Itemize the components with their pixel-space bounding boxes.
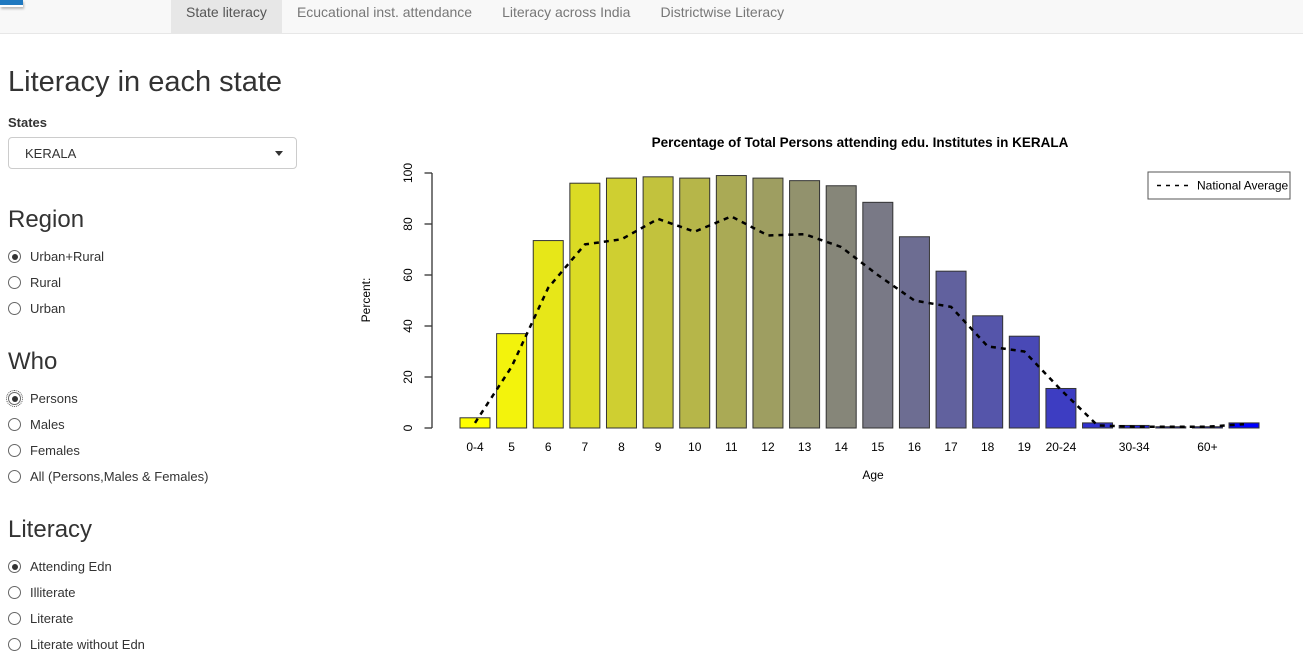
radio-illiterate[interactable]: Illiterate (8, 585, 318, 600)
radio-button-icon[interactable] (8, 250, 21, 264)
radio-label: Females (30, 443, 80, 459)
x-tick-label: 11 (725, 440, 738, 454)
radio-label: Males (30, 417, 65, 433)
radio-persons[interactable]: Persons (6, 390, 318, 408)
radio-label: Persons (30, 391, 78, 407)
radio-button-icon[interactable] (8, 560, 21, 574)
states-select[interactable]: KERALA (8, 137, 297, 170)
chart-bar (752, 177, 784, 429)
chart: Percentage of Total Persons attending ed… (359, 135, 1291, 482)
chart-bar (935, 270, 967, 429)
chart-bar (496, 333, 528, 429)
group-heading-literacy: Literacy (8, 516, 93, 544)
radio-literate-without-edn[interactable]: Literate without Edn (8, 637, 318, 652)
radio-label: Rural (30, 275, 62, 291)
chart-bar (1082, 422, 1114, 429)
radio-label: All (Persons,Males & Females) (30, 469, 209, 485)
radio-rural[interactable]: Rural (8, 275, 318, 290)
radio-urban[interactable]: Urban (8, 301, 318, 316)
x-tick-label: 30-34 (1119, 440, 1150, 454)
y-tick-label: 80 (401, 217, 415, 231)
chart-bar (789, 180, 821, 429)
y-tick-label: 0 (401, 424, 415, 431)
chart-title: Percentage of Total Persons attending ed… (652, 135, 1069, 150)
x-tick-label: 10 (688, 440, 702, 454)
x-tick-label: 20-24 (1046, 440, 1077, 454)
radio-button-icon[interactable] (6, 390, 23, 408)
legend-label: National Average (1197, 179, 1289, 193)
group-heading-region: Region (8, 206, 85, 234)
y-tick-label: 60 (401, 268, 415, 282)
radio-button-icon[interactable] (8, 276, 21, 290)
chevron-down-icon (275, 150, 283, 156)
radio-all-persons-males-females[interactable]: All (Persons,Males & Females) (8, 469, 318, 484)
x-axis-label: Age (862, 468, 884, 482)
chart-bar (825, 185, 857, 429)
radio-button-icon[interactable] (8, 638, 21, 652)
tab-districtwise-literacy[interactable]: Districtwise Literacy (660, 4, 785, 20)
radio-button-icon[interactable] (8, 418, 21, 432)
chart-bar (605, 177, 637, 429)
x-tick-label: 17 (944, 440, 958, 454)
radio-button-icon[interactable] (8, 586, 21, 600)
y-tick-label: 40 (401, 319, 415, 333)
x-tick-label: 16 (908, 440, 922, 454)
navbar-tabs: State literacy Ecucational inst. attendan… (171, 0, 799, 33)
page-title: Literacy in each state (8, 66, 283, 98)
radio-label: Literate (30, 611, 74, 627)
chart-bar (898, 236, 930, 429)
tab-ecucational-inst-attendance[interactable]: Ecucational inst. attendance (296, 4, 473, 20)
browser-fragment-icon (0, 0, 23, 7)
x-tick-label: 0-4 (466, 440, 484, 454)
navbar: State literacy Ecucational inst. attendan… (0, 0, 1303, 34)
radio-label: Literate without Edn (30, 637, 145, 653)
radio-urban-rural[interactable]: Urban+Rural (8, 249, 318, 264)
x-tick-label: 18 (981, 440, 995, 454)
chart-bar (972, 315, 1004, 429)
chart-bar (679, 177, 711, 429)
radio-females[interactable]: Females (8, 443, 318, 458)
radio-males[interactable]: Males (8, 417, 318, 432)
x-tick-label: 13 (798, 440, 812, 454)
group-heading-who: Who (8, 348, 58, 376)
states-select-value: KERALA (25, 145, 77, 161)
x-tick-label: 7 (582, 440, 589, 454)
chart-bar (1191, 426, 1223, 429)
states-label: States (8, 115, 48, 131)
x-tick-label: 5 (508, 440, 515, 454)
radio-attending-edn[interactable]: Attending Edn (8, 559, 318, 574)
tab-literacy-across-india[interactable]: Literacy across India (502, 4, 631, 20)
radio-label: Illiterate (30, 585, 76, 601)
chart-output: Percentage of Total Persons attending ed… (355, 128, 1303, 496)
chart-bar (715, 175, 747, 429)
x-tick-label: 6 (545, 440, 552, 454)
chart-bar (1045, 387, 1077, 429)
radio-literate[interactable]: Literate (8, 611, 318, 626)
x-tick-label: 12 (761, 440, 775, 454)
x-tick-label: 9 (655, 440, 662, 454)
radio-label: Urban+Rural (30, 249, 105, 265)
y-tick-label: 20 (401, 370, 415, 384)
tab-state-literacy[interactable]: State literacy (171, 0, 282, 33)
radio-button-icon[interactable] (8, 470, 21, 484)
chart-bar (862, 201, 894, 429)
chart-bar (569, 182, 601, 429)
radio-button-icon[interactable] (8, 302, 21, 316)
y-tick-label: 100 (401, 163, 415, 183)
y-axis-label: Percent: (359, 278, 373, 323)
radio-button-icon[interactable] (8, 444, 21, 458)
legend-box (1147, 171, 1291, 200)
radio-label: Attending Edn (30, 559, 112, 575)
radio-label: Urban (30, 301, 66, 317)
x-tick-label: 8 (618, 440, 625, 454)
x-tick-label: 15 (871, 440, 885, 454)
x-tick-label: 14 (835, 440, 849, 454)
radio-button-icon[interactable] (8, 612, 21, 626)
x-tick-label: 60+ (1197, 440, 1217, 454)
x-tick-label: 19 (1018, 440, 1032, 454)
sidebar: Literacy in each state States KERALA Reg… (6, 66, 318, 663)
sidebar-groups: Region Urban+Rural Rural Urban Who Persons Mal… (6, 206, 318, 652)
chart-bar (532, 240, 564, 429)
chart-bar (642, 176, 674, 429)
